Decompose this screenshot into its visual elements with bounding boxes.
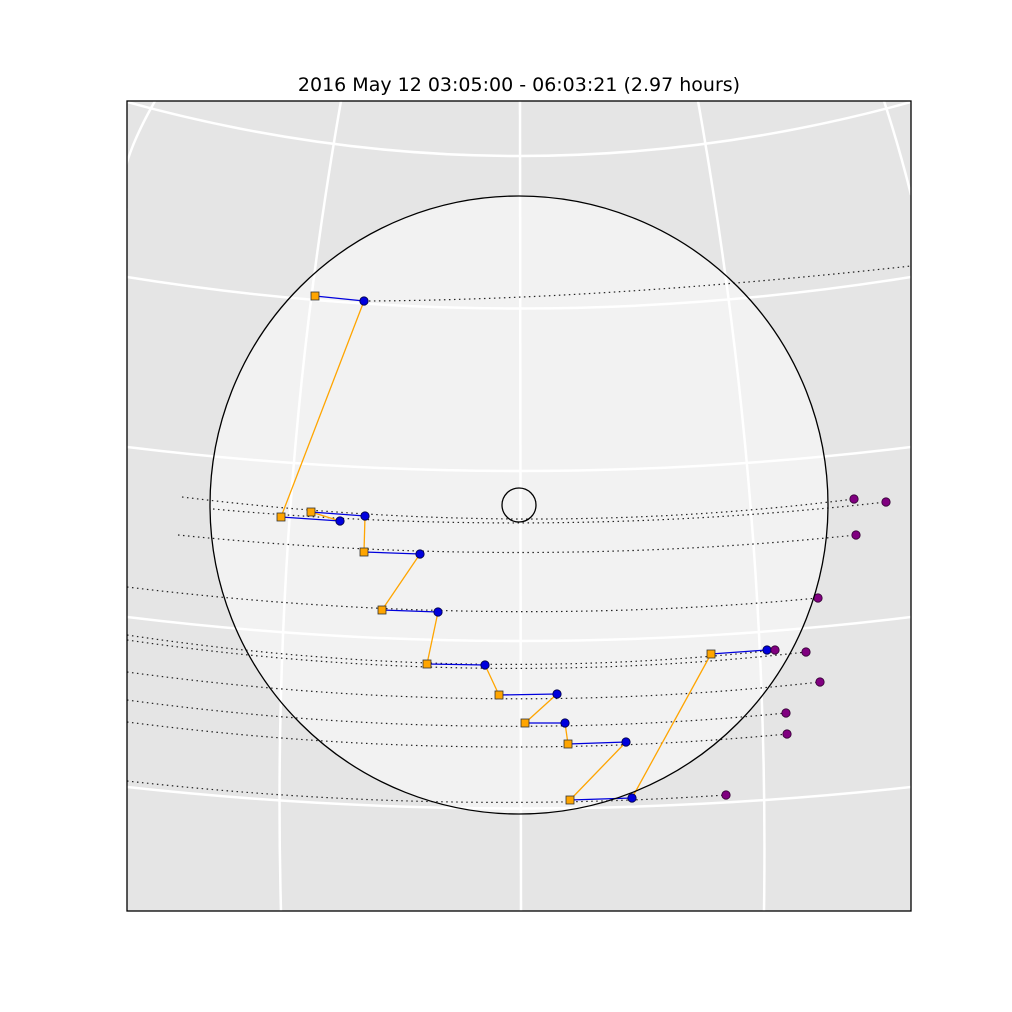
longitude-line — [518, 101, 523, 911]
motion-track — [498, 693, 558, 696]
start-marker — [565, 795, 575, 805]
plot-frame — [126, 100, 912, 912]
start-marker — [276, 512, 286, 522]
end-markers — [335, 296, 772, 803]
plot-title: 2016 May 12 03:05:00 - 06:03:21 (2.97 ho… — [297, 74, 741, 96]
start-marker — [310, 291, 320, 301]
end-marker — [621, 737, 631, 747]
connector-line — [631, 653, 712, 799]
connector-line — [280, 300, 365, 518]
end-marker — [627, 793, 637, 803]
motion-track — [363, 551, 421, 555]
connector-line — [381, 553, 421, 611]
disk-limb — [209, 195, 829, 815]
connector-lines — [280, 300, 712, 801]
track-line — [127, 671, 821, 700]
longitude-line — [696, 101, 766, 911]
end-marker — [480, 660, 490, 670]
start-marker — [563, 739, 573, 749]
offdisk-marker — [849, 494, 859, 504]
connector-line — [310, 511, 341, 522]
end-marker — [415, 549, 425, 559]
offdisk-marker — [851, 530, 861, 540]
motion-track — [567, 741, 627, 745]
longitude-line — [278, 101, 343, 911]
end-marker — [560, 718, 570, 728]
connector-line — [426, 611, 439, 665]
track-line — [177, 534, 857, 554]
motion-track — [381, 609, 439, 613]
offdisk-marker — [881, 497, 891, 507]
end-marker — [552, 689, 562, 699]
connector-line — [524, 693, 558, 724]
longitude-line — [882, 101, 911, 196]
motion-tracks — [280, 295, 768, 801]
solar-disk — [210, 196, 828, 814]
end-marker — [360, 511, 370, 521]
start-marker — [422, 659, 432, 669]
motion-track — [569, 797, 633, 801]
start-marker — [359, 547, 369, 557]
start-marker — [494, 690, 504, 700]
longitude-line — [127, 101, 157, 210]
start-markers — [276, 291, 716, 805]
motion-track — [310, 511, 366, 517]
plot-area — [127, 101, 911, 911]
offdisk-marker — [782, 729, 792, 739]
motion-track — [280, 516, 341, 522]
latitude-line — [127, 445, 911, 473]
offdisk-markers — [721, 494, 891, 800]
offdisk-marker — [721, 790, 731, 800]
track-line — [181, 496, 855, 520]
connector-line — [569, 741, 627, 801]
track-line — [127, 634, 776, 666]
latitude-line — [127, 615, 911, 643]
offdisk-marker — [770, 645, 780, 655]
start-marker — [706, 649, 716, 659]
connector-line — [484, 664, 500, 696]
motion-track — [314, 295, 365, 302]
disk-center-circle — [501, 487, 537, 523]
start-marker — [306, 507, 316, 517]
motion-track — [710, 649, 768, 655]
latitude-line — [127, 275, 911, 310]
track-line — [127, 780, 727, 804]
latitude-line — [127, 785, 911, 810]
track-line — [127, 586, 819, 613]
connector-line — [363, 515, 366, 553]
start-marker — [520, 718, 530, 728]
coordinate-grid — [127, 101, 911, 911]
motion-track — [426, 663, 486, 666]
end-marker — [762, 645, 772, 655]
end-marker — [433, 607, 443, 617]
end-marker — [359, 296, 369, 306]
offdisk-marker — [781, 708, 791, 718]
offdisk-marker — [815, 677, 825, 687]
start-marker — [377, 605, 387, 615]
end-marker — [335, 516, 345, 526]
offdisk-marker — [801, 647, 811, 657]
